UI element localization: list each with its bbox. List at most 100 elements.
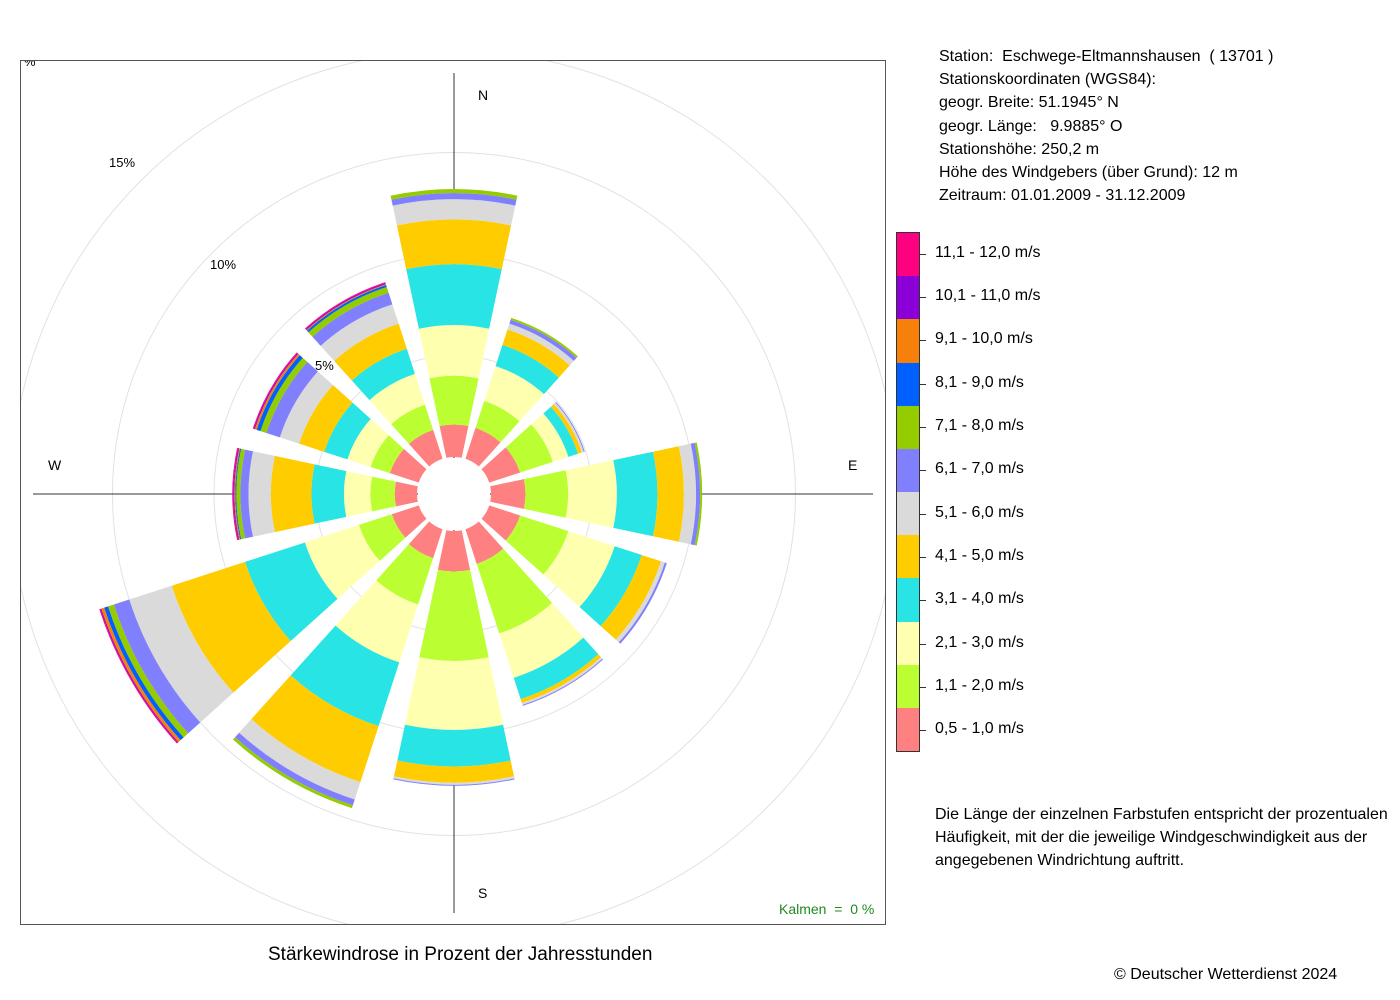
- wind-sector-segment: [324, 402, 371, 460]
- wind-sector-segment: [499, 602, 584, 678]
- legend-tick: [920, 687, 926, 688]
- wind-sector-segment: [239, 719, 361, 800]
- wind-sector-segment: [311, 464, 347, 524]
- legend-label: 2,1 - 3,0 m/s: [935, 633, 1024, 651]
- legend-swatch: [897, 664, 919, 708]
- wind-sector-segment: [408, 429, 443, 467]
- legend-tick: [920, 643, 926, 645]
- wind-sector-segment: [404, 657, 504, 730]
- legend-label: 10,1 - 11,0 m/s: [935, 287, 1041, 304]
- wind-sector-segment: [505, 515, 569, 575]
- station-longitude: geogr. Länge: 9.9885° O: [939, 117, 1123, 135]
- wind-sector-segment: [396, 219, 512, 270]
- wind-sector-segment: [408, 521, 443, 559]
- legend-swatch: [897, 448, 919, 493]
- station-coords-heading: Stationskoordinaten (WGS84):: [939, 71, 1156, 89]
- legend-swatch: [897, 405, 919, 449]
- copyright-text: © Deutscher Wetterdienst 2024: [1114, 966, 1338, 983]
- wind-sector-segment: [290, 625, 400, 727]
- wind-sector-segment: [256, 355, 303, 432]
- wind-sector-segment: [304, 524, 380, 599]
- wind-sector-segment: [418, 325, 490, 379]
- wind-sector-segment: [343, 471, 373, 517]
- wind-sector-segment: [437, 530, 471, 572]
- legend-swatch: [897, 621, 919, 665]
- wind-sector-segment: [505, 424, 553, 473]
- legend-label: 3,1 - 4,0 m/s: [935, 590, 1024, 608]
- wind-sector-segment: [465, 427, 501, 467]
- wind-sector-segment: [358, 514, 406, 561]
- legend-label: 11,1 - 12,0 m/s: [935, 243, 1041, 261]
- wind-sector-segment: [465, 521, 504, 564]
- wind-sector-segment: [113, 599, 201, 734]
- wind-sector-segment: [266, 361, 318, 438]
- legend-swatch: [897, 492, 919, 536]
- wind-sector-segment: [391, 505, 427, 538]
- wind-sector-segment: [391, 193, 517, 206]
- wind-sector-segment: [245, 542, 338, 642]
- wind-sector-segment: [531, 413, 569, 462]
- wind-sector-segment: [553, 402, 584, 453]
- legend-label: 0,5 - 1,0 m/s: [935, 720, 1024, 738]
- legend-swatch: [897, 233, 919, 277]
- wind-sector-segment: [254, 353, 300, 430]
- wind-sector-segment: [392, 199, 516, 226]
- legend-label: 4,1 - 5,0 m/s: [935, 547, 1024, 564]
- wind-sector-segment: [376, 544, 434, 605]
- wind-sector-segment: [429, 375, 479, 427]
- wind-sector-segment: [351, 348, 415, 401]
- wind-sector-segment: [523, 470, 569, 518]
- legend-tick: [920, 383, 926, 385]
- wind-sector-segment: [615, 561, 665, 643]
- explanation-note: Die Länge der einzelnen Farbstufen entsp…: [935, 806, 1388, 869]
- wind-sector-segment: [481, 447, 521, 483]
- legend-label: 8,1 - 9,0 m/s: [935, 373, 1024, 391]
- legend-swatch: [897, 578, 919, 622]
- sensor-height: Höhe des Windgebers (über Grund): 12 m: [939, 164, 1238, 182]
- wind-sector-segment: [391, 404, 434, 444]
- wind-sector-segment: [260, 357, 308, 434]
- compass-label-east: E: [848, 457, 858, 473]
- wind-sector-segment: [510, 317, 578, 358]
- wind-sector-segment: [393, 760, 515, 783]
- legend-swatch: [897, 535, 919, 579]
- legend-tick: [920, 297, 926, 298]
- legend-color-bar: [896, 232, 920, 752]
- station-elevation: Stationshöhe: 250,2 m: [939, 140, 1100, 158]
- wind-sector-segment: [393, 778, 515, 786]
- wind-sector-segment: [397, 724, 511, 767]
- station-latitude: geogr. Breite: 51.1945° N: [939, 94, 1119, 112]
- legend-label: 9,1 - 10,0 m/s: [935, 330, 1033, 348]
- wind-sector-segment: [308, 286, 389, 337]
- wind-sector-segment: [495, 344, 559, 395]
- wind-sector-segment: [279, 371, 333, 444]
- station-name: Station: Eschwege-Eltmannshausen ( 13701…: [939, 48, 1274, 65]
- wind-sector-segment: [235, 448, 242, 540]
- wind-sector-segment: [235, 732, 355, 806]
- ring-label-20: %: [24, 60, 36, 69]
- wind-sector-segment: [490, 479, 526, 509]
- wind-sector-segment: [600, 554, 662, 640]
- wind-rose-svg: [21, 61, 885, 924]
- compass-label-south: S: [478, 885, 488, 901]
- wind-sector-segment: [694, 442, 703, 546]
- legend-swatch: [897, 707, 919, 752]
- wind-sector-segment: [653, 446, 684, 542]
- wind-sector-segment: [270, 455, 315, 533]
- wind-sector-segment: [476, 548, 553, 634]
- wind-sector-segment: [543, 406, 578, 457]
- wind-sector-segment: [543, 531, 615, 608]
- wind-sector-segment: [509, 319, 577, 361]
- legend-tick: [920, 253, 926, 255]
- legend-label: 5,1 - 6,0 m/s: [935, 503, 1024, 521]
- wind-sector-segment: [320, 304, 399, 361]
- wind-sector-segment: [390, 189, 518, 200]
- ring-label-5: 5%: [315, 358, 334, 373]
- legend-swatch: [897, 319, 919, 363]
- wind-sector-segment: [334, 323, 407, 381]
- wind-sector-segment: [248, 451, 275, 537]
- wind-sector-segment: [240, 449, 253, 539]
- wind-sector-segment: [299, 385, 353, 452]
- wind-sector-segment: [579, 546, 642, 627]
- legend-label: 7,1 - 8,0 m/s: [935, 417, 1024, 434]
